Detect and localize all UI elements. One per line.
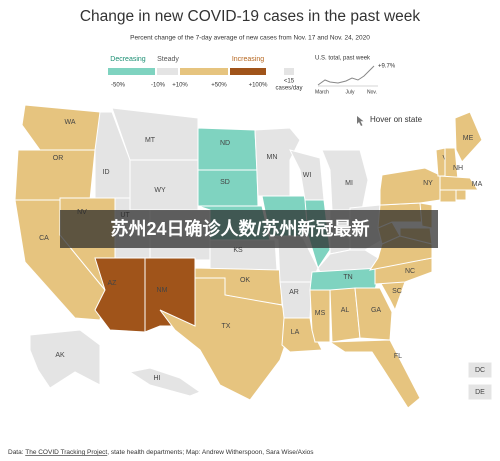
state-label: WY — [154, 187, 166, 194]
state-label: KS — [233, 247, 243, 254]
title: Change in new COVID-19 cases in the past… — [80, 8, 421, 25]
state[interactable] — [309, 289, 331, 343]
legend-tick: +10% — [172, 83, 188, 89]
state[interactable] — [197, 169, 259, 207]
footer-link[interactable]: The COVID Tracking Project — [25, 449, 107, 456]
state[interactable] — [279, 281, 313, 319]
state[interactable] — [328, 339, 421, 409]
cursor-icon — [357, 116, 364, 126]
state[interactable] — [455, 189, 467, 201]
state-label: WA — [64, 119, 75, 126]
state-label: OK — [240, 277, 250, 284]
state-label: WI — [303, 172, 312, 179]
state-label: NC — [405, 268, 415, 275]
legend-heading: Steady — [157, 56, 179, 63]
spark-month: Nov. — [367, 89, 377, 95]
state-label: NY — [423, 180, 433, 187]
state-label: DC — [475, 367, 485, 374]
hover-hint: Hover on state — [357, 115, 423, 126]
footer-rest: , state health departments; Map: Andrew … — [107, 449, 314, 456]
footer-prefix: Data: — [8, 449, 25, 456]
state-label: SC — [392, 288, 402, 295]
state-label: MI — [345, 180, 353, 187]
state-label: ND — [220, 140, 230, 147]
footer: Data: The COVID Tracking Project, state … — [8, 449, 314, 456]
state-label: MT — [145, 137, 156, 144]
banner-text: 苏州24日确诊人数/苏州新冠最新 — [110, 218, 369, 239]
state-label: OR — [53, 155, 64, 162]
state[interactable] — [467, 361, 493, 379]
state[interactable] — [439, 189, 457, 203]
state[interactable] — [29, 329, 101, 389]
legend-heading: Decreasing — [110, 56, 146, 63]
state[interactable] — [129, 159, 199, 211]
state-label: MA — [472, 181, 483, 188]
sparkline: U.S. total, past week +9.7% March July Nov. — [315, 56, 396, 96]
state-label: NH — [453, 165, 463, 172]
state[interactable] — [128, 367, 202, 397]
state-label: TN — [343, 274, 352, 281]
state[interactable] — [439, 175, 479, 191]
state[interactable] — [467, 383, 493, 401]
spark-month: March — [315, 89, 329, 95]
state-label: NM — [157, 287, 168, 294]
legend-swatch — [230, 68, 266, 75]
state[interactable] — [435, 147, 446, 177]
state[interactable] — [454, 111, 483, 163]
state-label: ME — [463, 135, 474, 142]
legend-swatch — [108, 68, 155, 75]
spark-change: +9.7% — [378, 64, 396, 70]
banner-bg — [60, 210, 438, 248]
legend-swatch — [180, 68, 228, 75]
state-label: CA — [39, 235, 49, 242]
state[interactable] — [94, 257, 146, 333]
spark-line — [317, 65, 375, 86]
state-label: GA — [371, 307, 381, 314]
legend-tick: -10% — [151, 83, 166, 89]
legend-low: <15 — [284, 79, 295, 85]
state-label: SD — [220, 179, 230, 186]
legend-tick: +100% — [249, 83, 269, 89]
legend-swatch — [157, 68, 178, 75]
state[interactable] — [254, 127, 301, 197]
state[interactable] — [329, 287, 361, 343]
state-label: MN — [267, 154, 278, 161]
state[interactable] — [197, 127, 258, 171]
state[interactable] — [354, 287, 393, 341]
legend-swatch — [284, 68, 294, 75]
state[interactable] — [21, 104, 101, 151]
state-label: TX — [222, 323, 231, 330]
legend: Decreasing Steady Increasing -50% -10% +10% +5… — [108, 56, 303, 92]
state[interactable] — [281, 317, 323, 353]
state-label: LA — [291, 329, 300, 336]
state[interactable] — [159, 277, 291, 401]
state-label: AK — [55, 352, 65, 359]
spark-title: U.S. total, past week — [315, 56, 371, 62]
state-label: FL — [394, 353, 402, 360]
state-label: DE — [475, 389, 485, 396]
legend-low: cases/day — [275, 86, 302, 92]
state-label: ID — [103, 169, 110, 176]
state-label: AR — [289, 289, 299, 296]
state-label: MS — [315, 310, 326, 317]
state[interactable] — [379, 167, 441, 206]
map: WAORCANVIDMTWYUTAZNMNDSDKSOKTXMNARLAWIMI… — [14, 104, 493, 409]
state-label: AZ — [108, 280, 118, 287]
legend-tick: +50% — [211, 83, 227, 89]
subtitle: Percent change of the 7-day average of n… — [130, 35, 370, 42]
state-label: AL — [341, 307, 350, 314]
hover-text: Hover on state — [370, 115, 423, 124]
legend-heading: Increasing — [232, 56, 264, 63]
state-label: HI — [154, 375, 161, 382]
spark-month: July — [346, 89, 355, 95]
legend-tick: -50% — [111, 83, 126, 89]
